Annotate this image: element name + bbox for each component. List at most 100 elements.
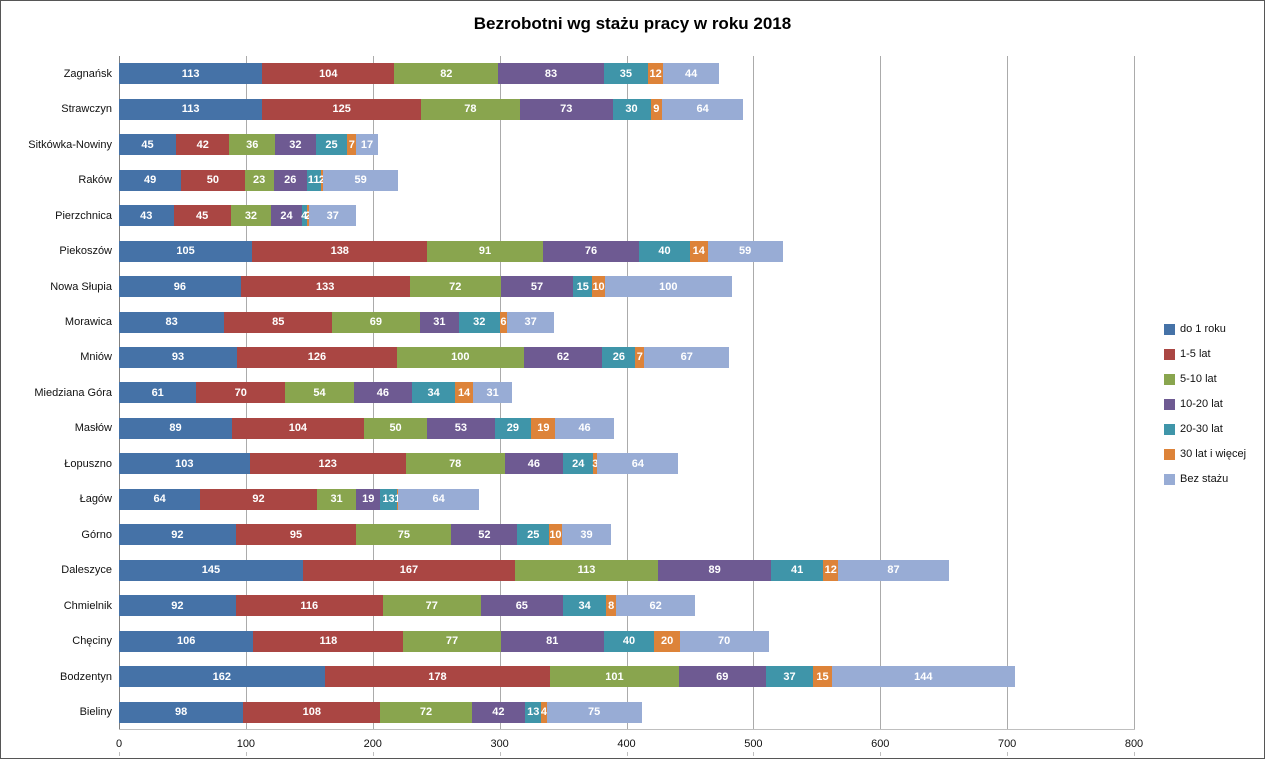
segment-label: 9: [653, 103, 660, 116]
segment-label: 44: [685, 67, 698, 80]
bar-segment: 36: [229, 134, 276, 156]
bar-segment: 26: [273, 169, 307, 191]
stacked-bar: 64 92 31 19 131 64: [119, 488, 1134, 510]
bar-row: Masłów 89 104 50 53 29 19 46: [75, 411, 1134, 446]
bar-row: Górno 92 95 75 52 25 10 39: [81, 517, 1134, 552]
category-label: Chęciny: [72, 635, 112, 648]
legend-swatch-icon: [1164, 473, 1175, 485]
plot-area: Zagnańsk 113 104 82 83 35 12 44 Strawczyn 113 125 7…: [28, 56, 1143, 756]
bar-segment: 73: [519, 98, 613, 120]
segment-label: 4: [301, 209, 308, 222]
segment-label: 125: [332, 103, 351, 116]
bar-segment: 31: [472, 382, 513, 404]
category-label: Raków: [78, 174, 112, 187]
bar-row: Łagów 64 92 31 19 131 64: [80, 482, 1134, 517]
gridline: [1134, 56, 1135, 730]
segment-label: 31: [433, 316, 446, 329]
category-label: Łagów: [79, 493, 112, 506]
segment-label: 19: [537, 422, 550, 435]
bar-segment: 40: [639, 240, 690, 262]
legend: do 1 roku 1-5 lat 5-10 lat 10-20 lat 20-30 l…: [1164, 323, 1246, 485]
x-tick-label: 500: [744, 738, 763, 750]
category-label: Łopuszno: [64, 457, 112, 470]
segment-label: 118: [319, 635, 338, 648]
bar-segment: 113: [119, 98, 263, 120]
category-label: Strawczyn: [61, 103, 112, 116]
segment-label: 43: [140, 209, 153, 222]
bar-segment: 6: [499, 311, 508, 333]
stacked-bar: 61 70 54 46 34 14 31: [119, 382, 1134, 404]
segment-label: 91: [478, 245, 492, 258]
segment-label: 81: [546, 635, 559, 648]
segment-label: 8: [608, 599, 615, 612]
bar-segment: 59: [323, 169, 399, 191]
bar-segment: 32: [230, 205, 272, 227]
stacked-bar: 103 123 78 46 24 3 64: [119, 453, 1134, 475]
segment-label: 7: [636, 351, 643, 364]
segment-label: 36: [246, 138, 259, 151]
bar-segment: 96: [119, 276, 241, 298]
segment-label: 133: [315, 280, 335, 293]
legend-label: 20-30 lat: [1180, 423, 1223, 435]
segment-label: 145: [201, 564, 221, 577]
bar-segment: 100: [604, 276, 732, 298]
bar-segment: 24: [271, 205, 302, 227]
segment-label: 83: [165, 316, 178, 329]
segment-label: 123: [318, 457, 337, 470]
bar-segment: 98: [119, 701, 244, 723]
bar-segment: 13: [380, 488, 397, 510]
bar-segment: 15: [812, 666, 832, 688]
bar-segment: 13: [524, 701, 542, 723]
bar-segment: 144: [832, 666, 1015, 688]
segment-label: 62: [556, 351, 570, 364]
stacked-bar: 113 104 82 83 35 12 44: [119, 63, 1134, 85]
segment-label: 64: [153, 493, 166, 506]
stacked-bar: 89 104 50 53 29 19 46: [119, 417, 1134, 439]
segment-label: 75: [587, 706, 601, 719]
segment-label: 92: [171, 528, 184, 541]
bar-segment: 89: [119, 417, 232, 439]
bar-segment: 19: [531, 417, 556, 439]
stacked-bar: 43 45 32 24 4 2 37: [119, 205, 1134, 227]
bar-segment: 10: [592, 276, 605, 298]
bar-segment: 62: [616, 595, 695, 617]
bar-segment: 37: [507, 311, 555, 333]
segment-label: 78: [464, 103, 477, 116]
segment-label: 29: [506, 422, 520, 435]
bar-segment: 32: [459, 311, 500, 333]
axis-tick: [753, 752, 755, 756]
bar-segment: 64: [119, 488, 201, 510]
bar-segment: 1: [394, 488, 401, 510]
bar-segment: 19: [356, 488, 381, 510]
segment-label: 83: [544, 67, 558, 80]
bar-segment: 77: [403, 630, 501, 652]
bar-segment: 145: [119, 559, 303, 581]
bar-segment: 7: [635, 346, 645, 368]
category-label: Pierzchnica: [55, 209, 112, 222]
segment-label: 95: [289, 528, 303, 541]
segment-label: 2: [318, 174, 326, 187]
segment-label: 82: [440, 67, 453, 80]
x-axis-line: [119, 729, 1135, 730]
bar-segment: 11: [306, 169, 321, 191]
segment-label: 76: [584, 245, 598, 258]
stacked-bar: 162 178 101 69 37 15 144: [119, 666, 1134, 688]
segment-label: 39: [580, 528, 593, 541]
bar-segment: 105: [119, 240, 253, 262]
bar-segment: 59: [707, 240, 783, 262]
segment-label: 92: [252, 493, 265, 506]
bar-segment: 69: [678, 666, 767, 688]
x-tick-label: 0: [115, 738, 123, 750]
segment-label: 100: [659, 280, 678, 293]
legend-label: 5-10 lat: [1180, 373, 1217, 385]
segment-label: 89: [708, 564, 721, 577]
segment-label: 126: [307, 351, 327, 364]
bar-segment: 162: [119, 666, 325, 688]
segment-label: 53: [454, 422, 468, 435]
legend-item: Bez stażu: [1164, 473, 1246, 485]
segment-label: 34: [578, 599, 591, 612]
bar-segment: 54: [285, 382, 354, 404]
bar-segment: 15: [573, 276, 593, 298]
segment-label: 100: [451, 351, 470, 364]
bar-segment: 103: [119, 453, 250, 475]
